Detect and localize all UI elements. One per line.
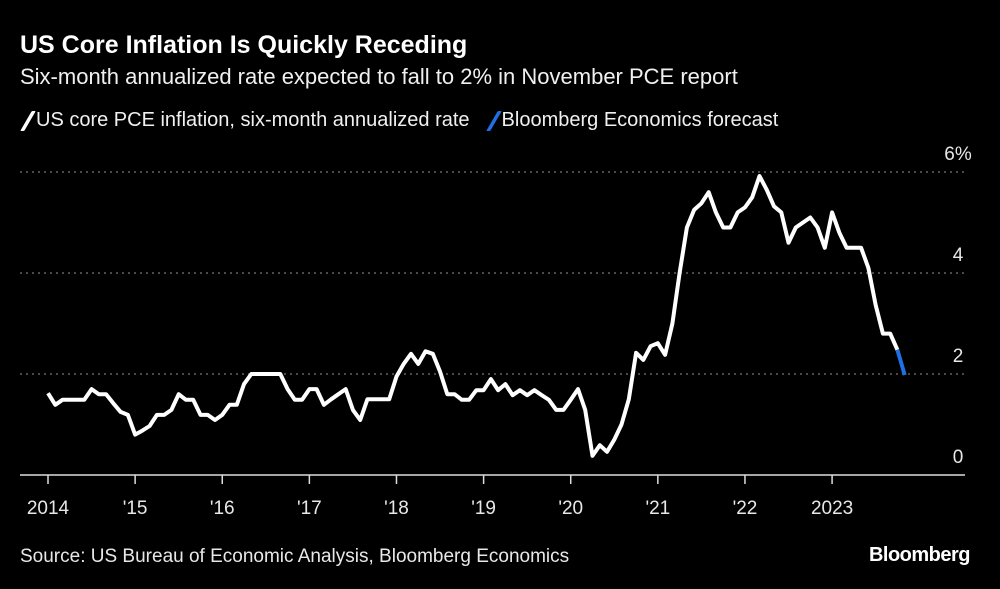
x-tick-label: '19 bbox=[471, 498, 496, 519]
series-line-core-pce bbox=[46, 174, 900, 458]
bloomberg-logo: Bloomberg bbox=[868, 544, 971, 566]
x-tick-label: 2023 bbox=[811, 498, 853, 519]
x-tick-label: '22 bbox=[733, 498, 758, 519]
series-line-forecast bbox=[895, 349, 907, 376]
x-tick-label: '15 bbox=[123, 498, 148, 519]
legend-label: Bloomberg Economics forecast bbox=[501, 109, 779, 131]
legend-label: US core PCE inflation, six-month annuali… bbox=[36, 109, 470, 131]
source-note: Source: US Bureau of Economic Analysis, … bbox=[20, 546, 570, 567]
x-tick-label: '21 bbox=[645, 498, 670, 519]
legend: US core PCE inflation, six-month annuali… bbox=[20, 109, 788, 132]
chart-subtitle: Six-month annualized rate expected to fa… bbox=[20, 64, 738, 89]
x-tick-label: '20 bbox=[558, 498, 583, 519]
x-tick-label: '17 bbox=[297, 498, 322, 519]
x-tick-label: '18 bbox=[384, 498, 409, 519]
legend-item-core-pce: US core PCE inflation, six-month annuali… bbox=[20, 109, 470, 132]
y-tick-label: 6% bbox=[944, 144, 972, 165]
x-tick-label: 2014 bbox=[27, 498, 70, 519]
chart-title: US Core Inflation Is Quickly Receding bbox=[20, 31, 468, 59]
y-tick-label: 0 bbox=[953, 447, 964, 468]
x-tick-label: '16 bbox=[210, 498, 235, 519]
y-tick-label: 2 bbox=[953, 346, 964, 367]
legend-item-forecast: Bloomberg Economics forecast bbox=[485, 109, 779, 132]
y-tick-label: 4 bbox=[953, 245, 964, 266]
